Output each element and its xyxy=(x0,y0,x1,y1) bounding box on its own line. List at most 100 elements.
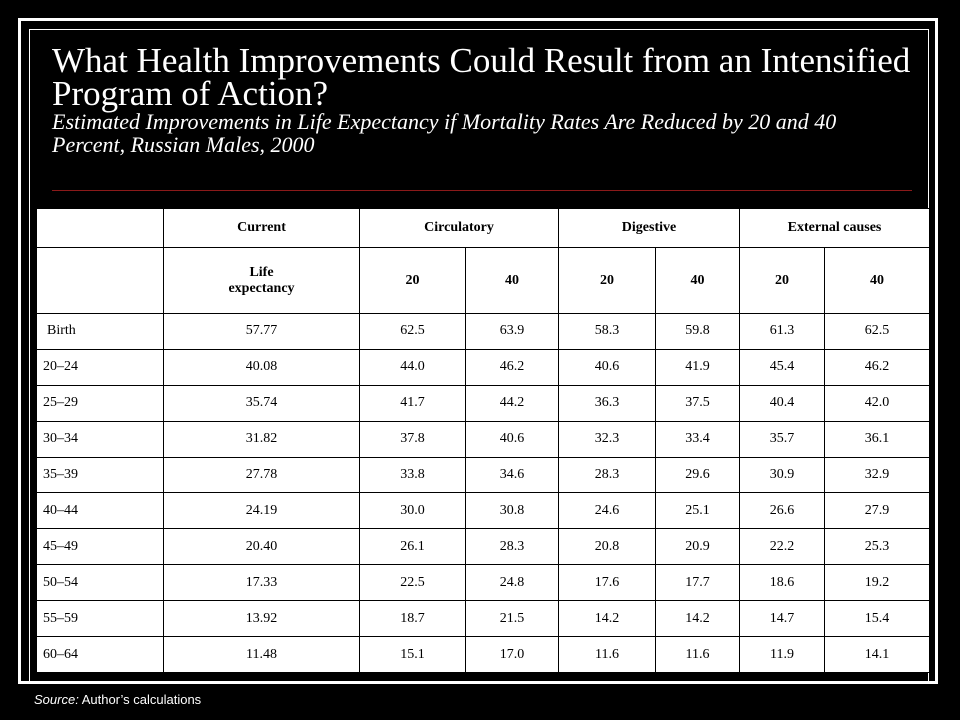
row-label-cell: 45–49 xyxy=(36,528,164,566)
value-cell: 35.7 xyxy=(739,420,826,458)
value-cell: 40.6 xyxy=(464,420,560,458)
source-note: Source: Author’s calculations xyxy=(34,692,201,707)
value-cell: 14.7 xyxy=(739,600,826,638)
row-label-cell: 20–24 xyxy=(36,348,164,386)
life-expectancy-table: Current Circulatory Digestive External c… xyxy=(36,208,931,673)
header-cell: Digestive xyxy=(558,208,741,248)
group-header-row: Current Circulatory Digestive External c… xyxy=(36,208,931,248)
value-cell: 11.6 xyxy=(558,636,657,673)
value-cell: 40.4 xyxy=(739,384,826,422)
slide-subtitle: Estimated Improvements in Life Expectanc… xyxy=(52,109,837,157)
value-cell: 41.7 xyxy=(359,384,466,422)
value-cell: 32.3 xyxy=(558,420,657,458)
value-cell: 61.3 xyxy=(739,313,826,350)
value-cell: 11.6 xyxy=(655,636,741,673)
value-cell: 22.2 xyxy=(739,528,826,566)
table-body: Birth 57.77 62.5 63.9 58.3 59.8 61.3 62.5 20–24 4… xyxy=(36,313,931,673)
title-divider xyxy=(52,190,912,191)
value-cell: 42.0 xyxy=(824,384,931,422)
value-cell: 14.2 xyxy=(655,600,741,638)
value-cell: 19.2 xyxy=(824,564,931,602)
row-label-cell: 55–59 xyxy=(36,600,164,638)
slide-title: What Health Improvements Could Result fr… xyxy=(52,41,911,113)
row-label-cell: 60–64 xyxy=(36,636,164,673)
table-row: 60–64 11.48 15.1 17.0 11.6 11.6 11.9 14.1 xyxy=(36,636,931,673)
value-cell: 40.08 xyxy=(163,348,360,386)
value-cell: 28.3 xyxy=(558,456,657,494)
value-cell: 20.8 xyxy=(558,528,657,566)
value-cell: 22.5 xyxy=(359,564,466,602)
value-cell: 17.7 xyxy=(655,564,741,602)
value-cell: 37.8 xyxy=(359,420,466,458)
value-cell: 34.6 xyxy=(464,456,560,494)
sub-header-cell: 20 xyxy=(359,247,466,314)
value-cell: 35.74 xyxy=(163,384,360,422)
table-row: 35–39 27.78 33.8 34.6 28.3 29.6 30.9 32.9 xyxy=(36,456,931,494)
value-cell: 31.82 xyxy=(163,420,360,458)
sub-header-cell xyxy=(36,247,164,314)
table-row: 25–29 35.74 41.7 44.2 36.3 37.5 40.4 42.0 xyxy=(36,384,931,422)
value-cell: 15.4 xyxy=(824,600,931,638)
row-label-cell: 50–54 xyxy=(36,564,164,602)
header-cell: External causes xyxy=(739,208,931,248)
value-cell: 21.5 xyxy=(464,600,560,638)
value-cell: 62.5 xyxy=(824,313,931,350)
sub-header-cell: 40 xyxy=(824,247,931,314)
row-label-cell: 35–39 xyxy=(36,456,164,494)
value-cell: 27.9 xyxy=(824,492,931,530)
value-cell: 17.0 xyxy=(464,636,560,673)
value-cell: 63.9 xyxy=(464,313,560,350)
table-row: 45–49 20.40 26.1 28.3 20.8 20.9 22.2 25.3 xyxy=(36,528,931,566)
table-row: 20–24 40.08 44.0 46.2 40.6 41.9 45.4 46.2 xyxy=(36,348,931,386)
value-cell: 36.1 xyxy=(824,420,931,458)
sub-header-cell: 20 xyxy=(558,247,657,314)
value-cell: 14.2 xyxy=(558,600,657,638)
value-cell: 62.5 xyxy=(359,313,466,350)
value-cell: 32.9 xyxy=(824,456,931,494)
title-block: What Health Improvements Could Result fr… xyxy=(52,41,912,157)
sub-header-row: Life expectancy 20 40 20 40 20 40 xyxy=(36,247,931,314)
table-row: Birth 57.77 62.5 63.9 58.3 59.8 61.3 62.5 xyxy=(36,313,931,350)
row-label-cell: 25–29 xyxy=(36,384,164,422)
table-row: 30–34 31.82 37.8 40.6 32.3 33.4 35.7 36.1 xyxy=(36,420,931,458)
source-label: Source: xyxy=(34,692,79,707)
value-cell: 30.9 xyxy=(739,456,826,494)
value-cell: 26.1 xyxy=(359,528,466,566)
value-cell: 44.0 xyxy=(359,348,466,386)
value-cell: 24.6 xyxy=(558,492,657,530)
value-cell: 41.9 xyxy=(655,348,741,386)
row-label-cell: Birth xyxy=(36,313,164,350)
value-cell: 20.9 xyxy=(655,528,741,566)
value-cell: 33.8 xyxy=(359,456,466,494)
value-cell: 28.3 xyxy=(464,528,560,566)
row-label-cell: 30–34 xyxy=(36,420,164,458)
value-cell: 57.77 xyxy=(163,313,360,350)
value-cell: 37.5 xyxy=(655,384,741,422)
value-cell: 58.3 xyxy=(558,313,657,350)
row-label-cell: 40–44 xyxy=(36,492,164,530)
value-cell: 59.8 xyxy=(655,313,741,350)
value-cell: 11.9 xyxy=(739,636,826,673)
sub-header-cell: Life expectancy xyxy=(163,247,360,314)
value-cell: 45.4 xyxy=(739,348,826,386)
value-cell: 17.6 xyxy=(558,564,657,602)
value-cell: 13.92 xyxy=(163,600,360,638)
value-cell: 46.2 xyxy=(824,348,931,386)
header-cell xyxy=(36,208,164,248)
value-cell: 18.6 xyxy=(739,564,826,602)
sub-header-cell: 40 xyxy=(655,247,741,314)
value-cell: 44.2 xyxy=(464,384,560,422)
value-cell: 18.7 xyxy=(359,600,466,638)
value-cell: 46.2 xyxy=(464,348,560,386)
table-row: 55–59 13.92 18.7 21.5 14.2 14.2 14.7 15.4 xyxy=(36,600,931,638)
header-cell: Current xyxy=(163,208,360,248)
table-row: 40–44 24.19 30.0 30.8 24.6 25.1 26.6 27.9 xyxy=(36,492,931,530)
value-cell: 17.33 xyxy=(163,564,360,602)
source-text: Author’s calculations xyxy=(78,692,202,707)
table-row: 50–54 17.33 22.5 24.8 17.6 17.7 18.6 19.2 xyxy=(36,564,931,602)
value-cell: 25.1 xyxy=(655,492,741,530)
sub-header-cell: 40 xyxy=(464,247,560,314)
value-cell: 11.48 xyxy=(163,636,360,673)
value-cell: 25.3 xyxy=(824,528,931,566)
value-cell: 26.6 xyxy=(739,492,826,530)
